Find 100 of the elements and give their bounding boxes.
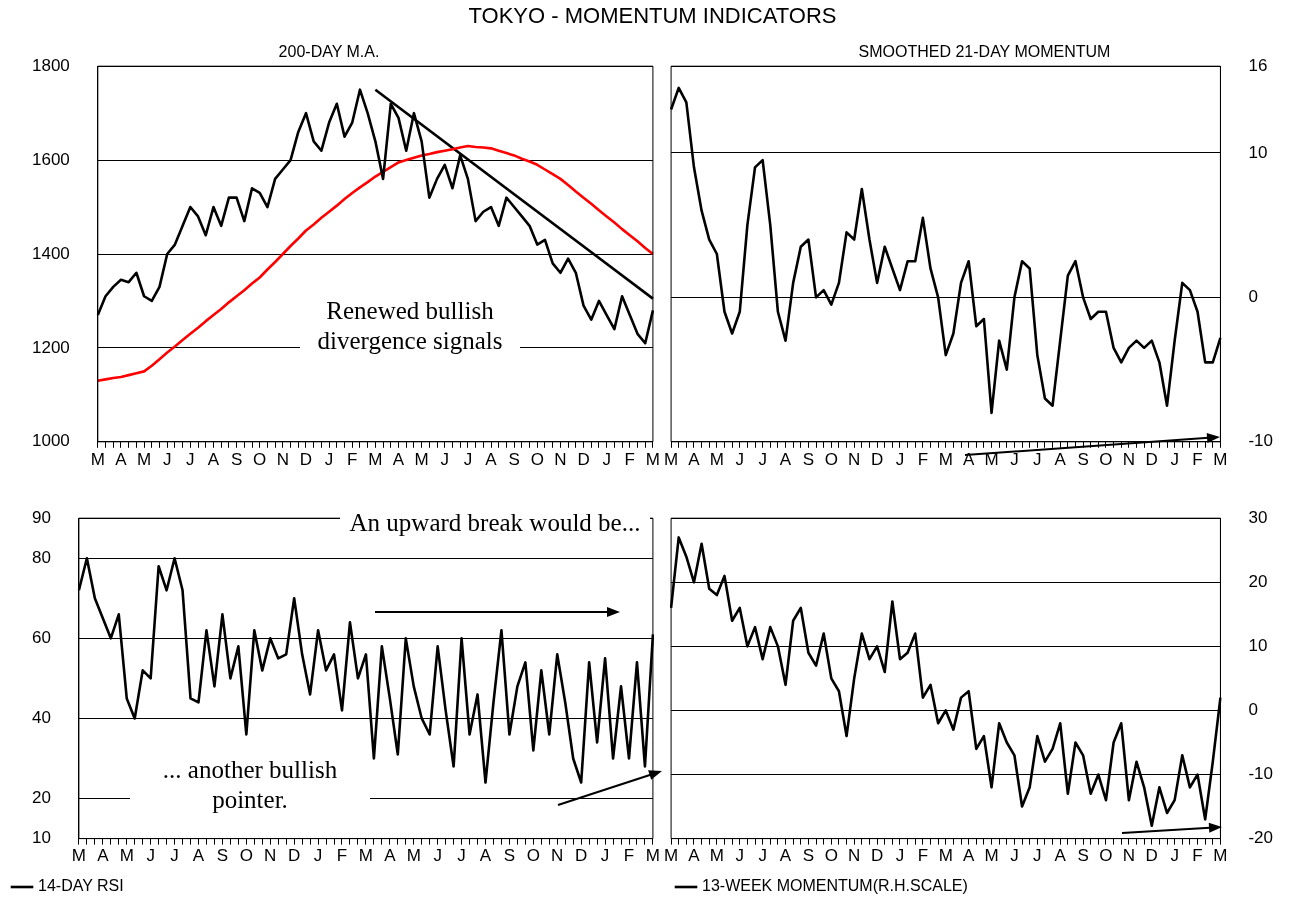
x-tick-label: J	[600, 846, 610, 866]
x-tick-label: D	[575, 846, 588, 866]
x-tick-label: S	[1077, 449, 1089, 469]
x-tick-label: N	[276, 449, 289, 469]
x-tick-label: A	[1054, 846, 1067, 866]
chart-subtitle: SMOOTHED 21-DAY MOMENTUM	[858, 43, 1111, 61]
x-tick-label: O	[530, 449, 544, 469]
x-tick-label: A	[207, 449, 220, 469]
x-tick-label: M	[663, 449, 679, 469]
x-tick-label: N	[848, 846, 861, 866]
y-tick-label: 10	[1248, 142, 1268, 162]
x-tick-label: M	[1213, 846, 1228, 866]
x-tick-label: F	[624, 449, 635, 469]
x-tick-label: M	[358, 846, 373, 866]
x-tick-label: M	[414, 449, 429, 469]
x-tick-label: J	[1010, 846, 1019, 866]
x-tick-label: D	[288, 846, 301, 866]
x-tick-label: J	[895, 449, 905, 469]
x-tick-label: M	[119, 846, 134, 866]
x-tick-label: O	[824, 846, 838, 866]
x-tick-label: N	[848, 449, 861, 469]
x-tick-label: D	[1145, 846, 1158, 866]
x-tick-label: J	[457, 846, 466, 866]
x-tick-label: F	[1192, 449, 1203, 469]
y-tick-label: 60	[31, 628, 51, 648]
x-tick-label: J	[162, 449, 172, 469]
x-tick-label: J	[324, 449, 334, 469]
x-tick-label: O	[824, 449, 838, 469]
x-tick-label: O	[253, 449, 267, 469]
x-tick-label: J	[1170, 449, 1179, 469]
y-tick-label: 10	[31, 828, 51, 848]
y-tick-label: 30	[1248, 507, 1268, 527]
x-tick-label: F	[917, 846, 929, 866]
x-tick-label: F	[347, 449, 358, 469]
y-tick-label: 16	[1248, 55, 1268, 75]
x-tick-label: S	[216, 846, 229, 866]
x-tick-label: M	[71, 846, 86, 866]
y-tick-label: 40	[31, 708, 51, 728]
x-tick-label: A	[779, 846, 792, 866]
legend-label: 14-DAY RSI	[38, 877, 124, 895]
x-tick-label: F	[336, 846, 348, 866]
x-tick-label: A	[97, 846, 110, 866]
x-tick-label: M	[645, 846, 661, 866]
x-tick-label: M	[984, 846, 999, 866]
y-tick-label: 1600	[31, 149, 70, 169]
x-tick-label: J	[1033, 846, 1042, 866]
x-tick-label: J	[1170, 846, 1179, 866]
x-tick-label: J	[758, 846, 767, 866]
x-tick-label: J	[186, 449, 195, 469]
y-tick-label: 90	[31, 507, 51, 527]
x-tick-label: M	[709, 449, 724, 469]
x-tick-label: O	[526, 846, 540, 866]
x-tick-label: M	[645, 449, 661, 469]
x-tick-label: J	[313, 846, 323, 866]
y-tick-label: 0	[1248, 700, 1258, 720]
x-tick-label: S	[802, 449, 815, 469]
y-tick-label: 0	[1248, 287, 1258, 307]
x-tick-label: S	[508, 449, 520, 469]
x-tick-label: D	[1145, 449, 1158, 469]
y-tick-label: 20	[1248, 571, 1268, 591]
y-tick-label: 1400	[31, 243, 70, 263]
y-tick-label: 80	[31, 547, 51, 567]
legend-label: 13-WEEK MOMENTUM(R.H.SCALE)	[702, 877, 968, 895]
x-tick-label: S	[802, 846, 815, 866]
x-tick-label: O	[1099, 449, 1113, 469]
x-tick-label: A	[115, 449, 128, 469]
x-tick-label: D	[870, 449, 884, 469]
x-tick-label: J	[433, 846, 442, 866]
y-tick-label: 1200	[31, 337, 70, 357]
x-tick-label: J	[146, 846, 155, 866]
x-tick-label: N	[264, 846, 277, 866]
x-tick-label: A	[688, 846, 701, 866]
x-tick-label: F	[623, 846, 635, 866]
x-tick-label: A	[485, 449, 498, 469]
x-tick-label: F	[1192, 846, 1203, 866]
x-tick-label: M	[368, 449, 383, 469]
annotation: ... another bullish pointer.	[130, 755, 370, 815]
x-tick-label: J	[758, 449, 767, 469]
x-tick-label: N	[551, 846, 564, 866]
x-tick-label: S	[230, 449, 243, 469]
x-tick-label: J	[602, 449, 611, 469]
y-tick-label: -20	[1248, 828, 1274, 848]
x-tick-label: N	[1122, 846, 1136, 866]
x-tick-label: M	[938, 846, 953, 866]
x-tick-label: A	[479, 846, 492, 866]
x-tick-label: J	[895, 846, 905, 866]
x-tick-label: N	[554, 449, 567, 469]
x-tick-label: M	[709, 846, 724, 866]
y-tick-label: 10	[1248, 636, 1268, 656]
y-tick-label: -10	[1248, 764, 1274, 784]
x-tick-label: M	[938, 449, 953, 469]
y-tick-label: 1800	[31, 55, 70, 75]
x-tick-label: J	[440, 449, 450, 469]
x-tick-label: A	[1054, 449, 1067, 469]
x-tick-label: J	[170, 846, 179, 866]
x-tick-label: M	[136, 449, 152, 469]
x-tick-label: J	[735, 846, 744, 866]
x-tick-label: S	[1077, 846, 1089, 866]
annotation: Renewed bullish divergence signals	[300, 296, 520, 356]
x-tick-label: A	[384, 846, 397, 866]
